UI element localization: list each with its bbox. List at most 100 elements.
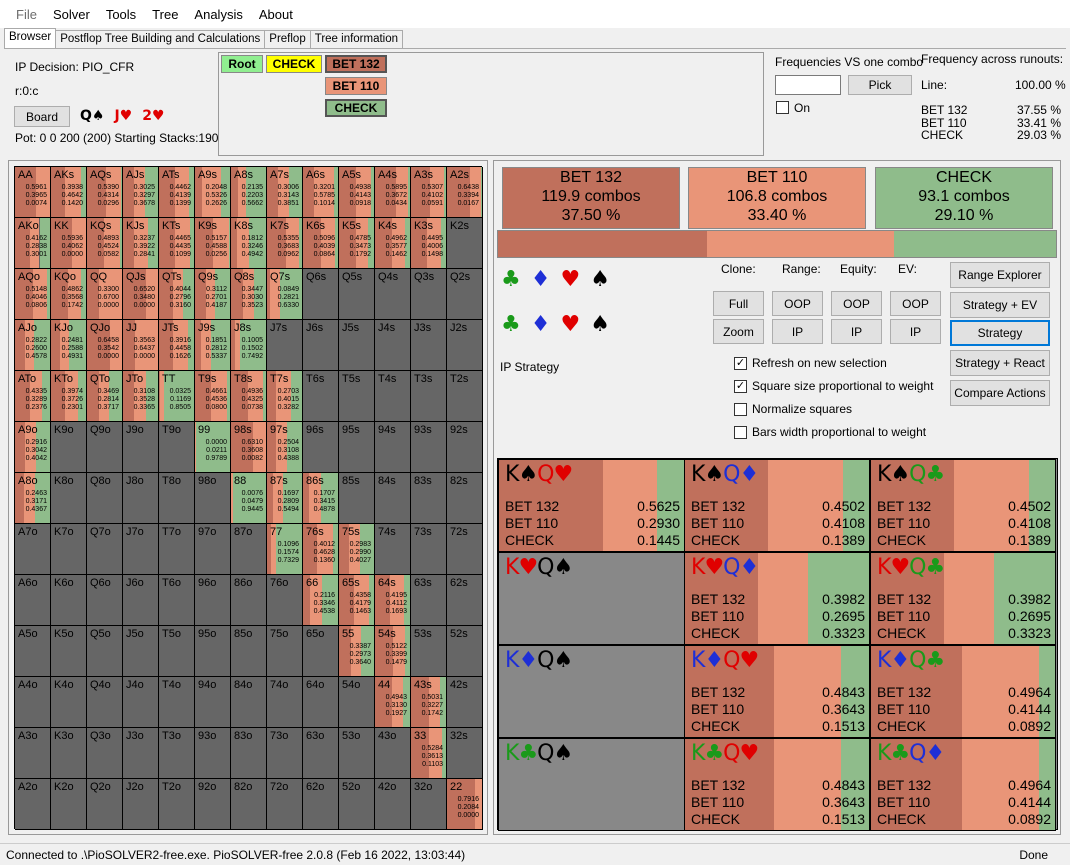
hand-cell-T8s[interactable]: 0.4936 0.4325 0.0738 T8s: [231, 371, 267, 422]
hand-cell-T4o[interactable]: T4o: [159, 677, 195, 728]
hand-cell-A2o[interactable]: A2o: [15, 779, 51, 830]
hand-cell-63o[interactable]: 63o: [303, 728, 339, 779]
strategy-react-button[interactable]: Strategy + React: [950, 350, 1050, 376]
menu-tree[interactable]: Tree: [152, 6, 179, 22]
hand-cell-42s[interactable]: 42s: [447, 677, 483, 728]
menu-solver[interactable]: Solver: [52, 6, 90, 22]
hand-cell-96s[interactable]: 96s: [303, 422, 339, 473]
hand-cell-A7o[interactable]: A7o: [15, 524, 51, 575]
range-oop-button[interactable]: OOP: [772, 291, 823, 316]
hand-cell-KQs[interactable]: 0.4893 0.4524 0.0582 KQs: [87, 218, 123, 269]
hand-cell-66[interactable]: 0.2116 0.3346 0.4538 66: [303, 575, 339, 626]
hand-cell-T5o[interactable]: T5o: [159, 626, 195, 677]
hand-cell-75s[interactable]: 0.2983 0.2990 0.4027 75s: [339, 524, 375, 575]
hand-cell-Q2o[interactable]: Q2o: [87, 779, 123, 830]
hand-cell-22[interactable]: 0.7916 0.2084 0.0000 22: [447, 779, 483, 830]
combo-cell[interactable]: K♥Q♦ BET 132 0.3982 BET 110 0.2695 CHECK 0.332…: [684, 552, 870, 645]
option-checkbox-1[interactable]: ✓: [734, 380, 747, 393]
hand-cell-Q9o[interactable]: Q9o: [87, 422, 123, 473]
combo-cell[interactable]: K♥Q♠: [498, 552, 685, 645]
hand-cell-93s[interactable]: 93s: [411, 422, 447, 473]
hand-cell-T2o[interactable]: T2o: [159, 779, 195, 830]
hand-cell-J2s[interactable]: J2s: [447, 320, 483, 371]
hand-cell-J6o[interactable]: J6o: [123, 575, 159, 626]
hand-cell-A5s[interactable]: 0.4938 0.4143 0.0918 A5s: [339, 167, 375, 218]
suit-filter-icon[interactable]: ♠: [590, 267, 610, 292]
hand-cell-Q5o[interactable]: Q5o: [87, 626, 123, 677]
hand-cell-A9o[interactable]: 0.2916 0.3042 0.4042 A9o: [15, 422, 51, 473]
hand-cell-A5o[interactable]: A5o: [15, 626, 51, 677]
hand-cell-92o[interactable]: 92o: [195, 779, 231, 830]
hand-cell-52o[interactable]: 52o: [339, 779, 375, 830]
hand-cell-Q3s[interactable]: Q3s: [411, 269, 447, 320]
hand-cell-AKo[interactable]: 0.4162 0.2838 0.3001 AKo: [15, 218, 51, 269]
hand-cell-Q7s[interactable]: 0.0849 0.2821 0.6330 Q7s: [267, 269, 303, 320]
hand-cell-A8o[interactable]: 0.2463 0.3171 0.4367 A8o: [15, 473, 51, 524]
hand-cell-K9s[interactable]: 0.5157 0.4588 0.0256 K9s: [195, 218, 231, 269]
hand-cell-J4s[interactable]: J4s: [375, 320, 411, 371]
suit-filter-icon[interactable]: ♥: [560, 312, 581, 337]
hand-cell-98o[interactable]: 98o: [195, 473, 231, 524]
tree-node-check2[interactable]: CHECK: [325, 99, 387, 117]
combo-cell[interactable]: K♦Q♥ BET 132 0.4843 BET 110 0.3643 CHECK 0.151…: [684, 645, 870, 738]
hand-cell-86s[interactable]: 0.1707 0.3415 0.4878 86s: [303, 473, 339, 524]
menu-tools[interactable]: Tools: [105, 6, 137, 22]
ev-ip-button[interactable]: IP: [890, 319, 941, 344]
hand-cell-62o[interactable]: 62o: [303, 779, 339, 830]
hand-cell-AJs[interactable]: 0.3025 0.3297 0.3678 AJs: [123, 167, 159, 218]
combo-cell[interactable]: K♣Q♠: [498, 738, 685, 831]
hand-cell-A4o[interactable]: A4o: [15, 677, 51, 728]
combo-cell[interactable]: K♠Q♦ BET 132 0.4502 BET 110 0.4108 CHECK 0.138…: [684, 459, 870, 552]
hand-cell-T6o[interactable]: T6o: [159, 575, 195, 626]
hand-cell-94o[interactable]: 94o: [195, 677, 231, 728]
hand-cell-K2o[interactable]: K2o: [51, 779, 87, 830]
hand-cell-43s[interactable]: 0.5031 0.3227 0.1742 43s: [411, 677, 447, 728]
hand-cell-Q7o[interactable]: Q7o: [87, 524, 123, 575]
tree-node-bet132[interactable]: BET 132: [325, 55, 387, 73]
hand-cell-65s[interactable]: 0.4358 0.4179 0.1463 65s: [339, 575, 375, 626]
hand-cell-QQ[interactable]: 0.3300 0.6700 0.0000 QQ: [87, 269, 123, 320]
hand-cell-J6s[interactable]: J6s: [303, 320, 339, 371]
hand-cell-73s[interactable]: 73s: [411, 524, 447, 575]
equity-ip-button[interactable]: IP: [831, 319, 882, 344]
hand-cell-T4s[interactable]: T4s: [375, 371, 411, 422]
option-checkbox-3[interactable]: [734, 426, 747, 439]
hand-cell-AJo[interactable]: 0.2822 0.2600 0.4578 AJo: [15, 320, 51, 371]
hand-cell-J9s[interactable]: 0.1851 0.2812 0.5337 J9s: [195, 320, 231, 371]
hand-cell-Q3o[interactable]: Q3o: [87, 728, 123, 779]
tab-3[interactable]: Tree information: [309, 30, 404, 49]
hand-cell-A9s[interactable]: 0.2048 0.5326 0.2626 A9s: [195, 167, 231, 218]
range-explorer-button[interactable]: Range Explorer: [950, 262, 1050, 288]
hand-cell-ATo[interactable]: 0.4335 0.3289 0.2376 ATo: [15, 371, 51, 422]
hand-cell-J9o[interactable]: J9o: [123, 422, 159, 473]
hand-cell-74s[interactable]: 74s: [375, 524, 411, 575]
hand-cell-T3s[interactable]: T3s: [411, 371, 447, 422]
hand-cell-AA[interactable]: 0.5961 0.3965 0.0074 AA: [15, 167, 51, 218]
hand-cell-82o[interactable]: 82o: [231, 779, 267, 830]
hand-cell-Q4s[interactable]: Q4s: [375, 269, 411, 320]
combo-cell[interactable]: K♦Q♣ BET 132 0.4964 BET 110 0.4144 CHECK 0.089…: [870, 645, 1056, 738]
hand-cell-Q6o[interactable]: Q6o: [87, 575, 123, 626]
hand-cell-JTo[interactable]: 0.3108 0.3528 0.3365 JTo: [123, 371, 159, 422]
hand-cell-QJo[interactable]: 0.6458 0.3542 0.0000 QJo: [87, 320, 123, 371]
hand-cell-82s[interactable]: 82s: [447, 473, 483, 524]
hand-cell-T5s[interactable]: T5s: [339, 371, 375, 422]
hand-cell-J3s[interactable]: J3s: [411, 320, 447, 371]
menu-analysis[interactable]: Analysis: [194, 6, 243, 22]
suit-filter-icon[interactable]: ♦: [530, 312, 551, 337]
hand-cell-K8o[interactable]: K8o: [51, 473, 87, 524]
hand-cell-53o[interactable]: 53o: [339, 728, 375, 779]
hand-cell-K7s[interactable]: 0.5355 0.3683 0.0962 K7s: [267, 218, 303, 269]
hand-cell-Q2s[interactable]: Q2s: [447, 269, 483, 320]
hand-cell-K9o[interactable]: K9o: [51, 422, 87, 473]
hand-cell-T6s[interactable]: T6s: [303, 371, 339, 422]
hand-cell-K2s[interactable]: K2s: [447, 218, 483, 269]
menu-file[interactable]: File: [16, 6, 37, 22]
hand-cell-J5o[interactable]: J5o: [123, 626, 159, 677]
hand-cell-76o[interactable]: 76o: [267, 575, 303, 626]
hand-cell-42o[interactable]: 42o: [375, 779, 411, 830]
hand-cell-J8o[interactable]: J8o: [123, 473, 159, 524]
hand-cell-72s[interactable]: 72s: [447, 524, 483, 575]
hand-cell-QTs[interactable]: 0.4044 0.2796 0.3160 QTs: [159, 269, 195, 320]
hand-cell-83s[interactable]: 83s: [411, 473, 447, 524]
